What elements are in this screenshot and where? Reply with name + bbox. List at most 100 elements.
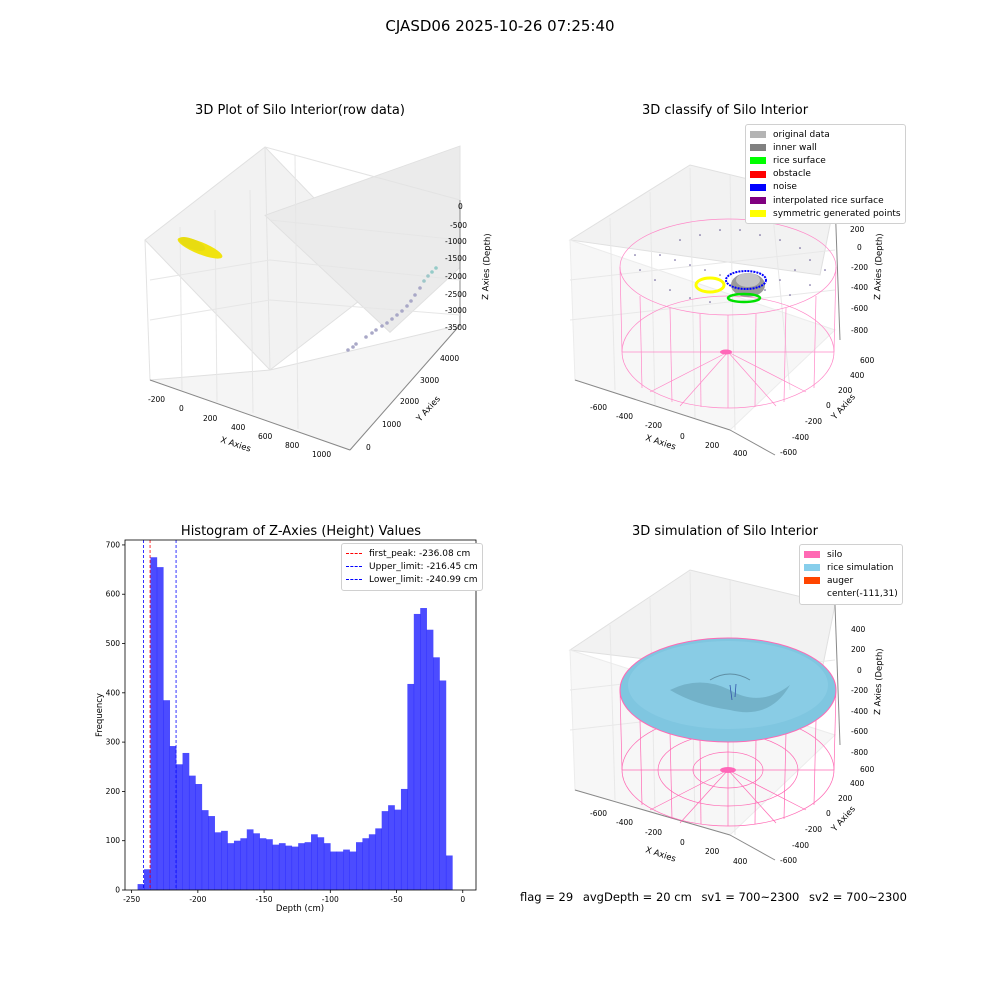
legend-item-lower-limit: Lower_limit: -240.99 cm [346, 573, 478, 586]
simulation-ytick: -200 [805, 825, 822, 834]
raw-ztick: -2500 [445, 290, 467, 299]
simulation-ytick: 0 [826, 809, 831, 818]
status-footer: flag = 29 avgDepth = 20 cm sv1 = 700~230… [520, 890, 913, 904]
legend-swatch [804, 551, 820, 559]
classify-ztick: -400 [851, 283, 868, 292]
sv2-text: sv2 = 700~2300 [809, 890, 907, 904]
histogram-bar [208, 816, 215, 890]
legend-label: noise [773, 182, 797, 193]
histogram-bar [272, 844, 280, 890]
histogram-bar [420, 608, 427, 890]
raw-xtick: 200 [203, 414, 218, 423]
histogram-bar [221, 830, 228, 890]
legend-swatch [346, 579, 362, 581]
simulation-xtick: 400 [733, 857, 748, 866]
legend-label: inner wall [773, 142, 817, 153]
histogram-bar [144, 869, 151, 890]
histogram-bar [201, 810, 209, 890]
histogram-bar [407, 683, 415, 890]
histogram-bar [375, 828, 382, 890]
histogram-bar [336, 851, 344, 890]
histogram-bar [246, 829, 254, 890]
histogram-bar [368, 834, 376, 890]
histogram-bar [266, 839, 273, 890]
legend-label: first_peak: -236.08 cm [369, 548, 471, 559]
histogram-ytick-label: 500 [106, 639, 121, 648]
legend-swatch [804, 590, 820, 598]
raw-xtick: 600 [258, 432, 273, 441]
simulation-ytick: -400 [792, 841, 809, 850]
classify-ztick: 200 [850, 225, 865, 234]
raw-xtick: 0 [179, 404, 184, 413]
legend-item-original-data: original data [750, 128, 901, 141]
raw-ztick: -1500 [445, 254, 467, 263]
histogram-bar [156, 567, 164, 890]
histogram-bar [278, 843, 286, 890]
raw-ztick: -2000 [445, 272, 467, 281]
classify-ytick: 200 [838, 386, 853, 395]
legend-swatch [750, 131, 766, 139]
classify-green-surface [726, 292, 762, 304]
histogram-bar [439, 680, 447, 890]
legend-item-interpolated: interpolated rice surface [750, 194, 901, 207]
legend-label: interpolated rice surface [773, 195, 884, 206]
raw-xlabel: X Axies [219, 435, 252, 454]
histogram-xtick-label: -50 [390, 895, 402, 904]
histogram-ytick-label: 700 [106, 540, 121, 549]
simulation-xtick: 0 [680, 838, 685, 847]
legend-label: rice surface [773, 155, 826, 166]
simulation-zlabel: Z Axies (Depth) [873, 648, 885, 715]
simulation-3d-plot[interactable]: -600 -400 -200 0 200 400 X Axies -600 -4… [560, 560, 890, 880]
histogram-ytick-label: 200 [106, 787, 121, 796]
histogram-ytick-label: 400 [106, 688, 121, 697]
histogram-chart[interactable]: -250 -200 -150 -100 -50 0 0 100 200 300 400 500 600… [85, 530, 485, 920]
raw-zticks: 0 -500 -1000 -1500 -2000 -2500 -3000 -35… [445, 202, 467, 332]
classify-xtick: 200 [705, 441, 720, 450]
simulation-xtick: -200 [645, 828, 662, 837]
classify-ylabel: Y Axies [829, 392, 858, 423]
legend-item-first-peak: first_peak: -236.08 cm [346, 547, 478, 560]
simulation-xtick: -600 [590, 809, 607, 818]
classify-ytick: -200 [805, 417, 822, 426]
classify-legend: original data inner wall rice surface ob… [745, 124, 906, 225]
legend-item-upper-limit: Upper_limit: -216.45 cm [346, 560, 478, 573]
simulation-ytick: 400 [850, 779, 865, 788]
simulation-xlabel: X Axies [644, 845, 677, 864]
simulation-xtick: -400 [616, 818, 633, 827]
histogram-bar [291, 846, 299, 890]
simulation-legend: silo rice simulation auger center(-111,3… [799, 544, 903, 605]
classify-ztick: -600 [851, 304, 868, 313]
simulation-xticks: -600 -400 -200 0 200 400 [590, 809, 748, 866]
simulation-auger [729, 683, 737, 701]
avg-depth-text: avgDepth = 20 cm [582, 890, 692, 904]
simulation-ztick: -600 [851, 727, 868, 736]
simulation-plot-title: 3D simulation of Silo Interior [632, 524, 818, 539]
raw-xticks: -200 0 200 400 600 800 1000 [148, 395, 331, 459]
classify-yellow-points [694, 276, 726, 294]
histogram-bar [169, 746, 177, 890]
histogram-xtick-label: -250 [123, 895, 140, 904]
classify-yticks: -600 -400 -200 0 200 400 600 [780, 356, 875, 457]
legend-item-rice-simulation: rice simulation [804, 561, 898, 574]
histogram-bar [298, 843, 305, 890]
classify-blue-noise [725, 270, 767, 290]
simulation-silo-bottom-center [720, 767, 736, 773]
legend-item-center: center(-111,31) [804, 588, 898, 601]
histogram-bar [426, 629, 434, 890]
flag-text: flag = 29 [520, 890, 574, 904]
raw-3d-plot[interactable]: -200 0 200 400 600 800 1000 X Axies 0 10… [120, 130, 500, 460]
legend-item-symmetric: symmetric generated points [750, 207, 901, 220]
legend-swatch [750, 157, 766, 165]
histogram-ytick-label: 0 [115, 886, 120, 895]
classify-interpolated-surface [634, 229, 826, 303]
legend-label: rice simulation [827, 562, 894, 573]
classify-gray-wall [731, 273, 765, 297]
histogram-bar [285, 845, 293, 890]
histogram-bar [355, 842, 363, 890]
histogram-xtick-label: -200 [189, 895, 206, 904]
legend-item-auger: auger [804, 574, 898, 587]
histogram-legend: first_peak: -236.08 cm Upper_limit: -216… [341, 543, 483, 591]
legend-swatch [346, 566, 362, 568]
legend-label: silo [827, 549, 843, 560]
histogram-bar [413, 613, 421, 890]
